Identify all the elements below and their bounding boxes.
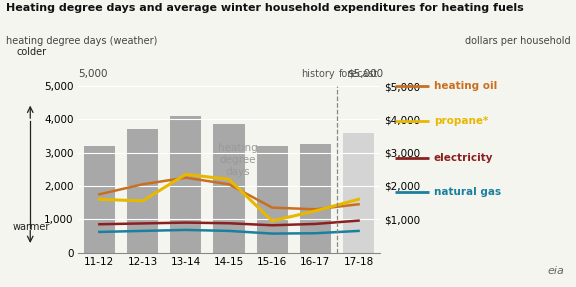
Bar [343, 133, 374, 253]
Bar [127, 129, 158, 253]
Text: electricity: electricity [434, 153, 493, 163]
Bar [170, 116, 202, 253]
Bar [300, 144, 331, 253]
Bar [257, 146, 288, 253]
Text: heating oil: heating oil [434, 81, 497, 91]
Text: $5,000: $5,000 [347, 69, 383, 79]
Text: history: history [301, 69, 335, 79]
Text: eia: eia [548, 265, 564, 276]
Text: forecast: forecast [339, 69, 378, 79]
Text: colder: colder [17, 47, 47, 57]
Text: natural gas: natural gas [434, 187, 501, 197]
Text: heating degree days (weather): heating degree days (weather) [6, 36, 157, 46]
Text: warmer: warmer [13, 222, 50, 232]
Text: propane*: propane* [434, 116, 488, 125]
Text: heating
degree
days: heating degree days [218, 143, 257, 177]
Text: dollars per household: dollars per household [465, 36, 570, 46]
Text: 5,000: 5,000 [78, 69, 107, 79]
Bar [84, 146, 115, 253]
Bar [213, 124, 245, 253]
Text: Heating degree days and average winter household expenditures for heating fuels: Heating degree days and average winter h… [6, 3, 524, 13]
